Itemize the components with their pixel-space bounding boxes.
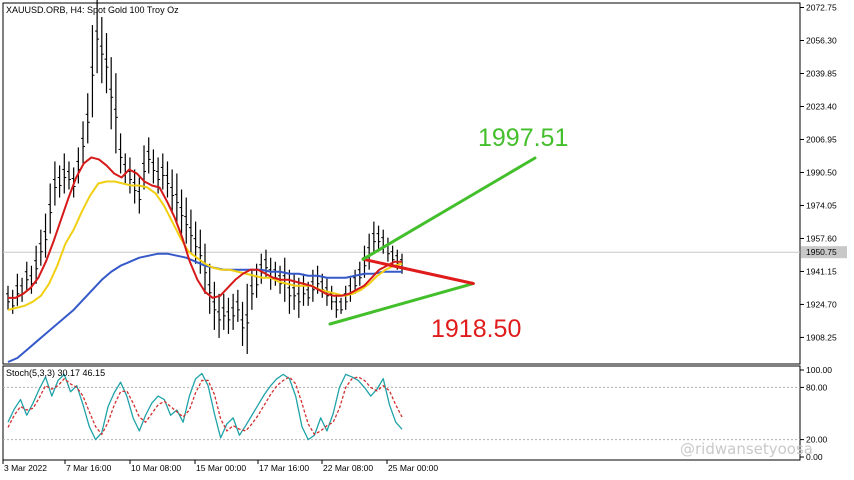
main-panel-frame (2, 2, 801, 365)
y-tick-label: 2056.30 (806, 36, 837, 46)
chart-title: XAUUSD.ORB, H4: Spot Gold 100 Troy Oz (6, 5, 179, 15)
stoch-y-tick-label: 100.00 (806, 365, 832, 375)
y-tick-label: 1941.15 (806, 266, 837, 276)
x-tick-label: 10 Mar 08:00 (131, 463, 181, 473)
stoch-panel-frame (2, 365, 801, 461)
projection-target-leg (361, 156, 537, 261)
x-tick-label: 3 Mar 2022 (4, 463, 47, 473)
x-tick-label: 22 Mar 08:00 (323, 463, 373, 473)
ma-slow-line (7, 252, 402, 363)
ma-fast-line (8, 156, 402, 299)
stoch-y-tick-label: 80.00 (806, 382, 828, 392)
current-price-box (801, 246, 847, 259)
y-tick-label: 1990.50 (806, 167, 837, 177)
x-tick-label: 7 Mar 16:00 (66, 463, 112, 473)
y-tick-label: 2039.85 (806, 68, 837, 78)
y-tick-label: 2072.75 (806, 3, 837, 13)
y-tick-label: 1924.70 (806, 299, 837, 309)
stoch-main-line (7, 372, 403, 441)
projection-down-leg (361, 257, 475, 286)
x-tick-label: 17 Mar 16:00 (259, 463, 309, 473)
y-tick-label: 1974.05 (806, 200, 837, 210)
x-tick-label: 15 Mar 00:00 (196, 463, 246, 473)
stoch-title: Stoch(5,3,3) 30.17 46.15 (6, 368, 105, 378)
y-tick-label: 2006.95 (806, 134, 837, 144)
x-tick-label: 25 Mar 00:00 (388, 463, 438, 473)
projection-up-leg (328, 282, 475, 326)
watermark-text: @ridwansetyoosa (680, 440, 813, 458)
stoch-y-tick-label: 0.00 (806, 452, 823, 462)
main-panel: 2072.75 2056.30 2039.85 2023.40 2006.95 1990.… (2, 0, 847, 473)
y-tick-label: 2023.40 (806, 101, 837, 111)
stoch-signal-line (7, 376, 403, 436)
projection-high-label: 1997.51 (478, 124, 568, 152)
stoch-panel: 100.00 80.00 20.00 0.00 (3, 365, 832, 462)
stoch-y-tick-label: 20.00 (806, 435, 828, 445)
current-price-label: 1950.75 (806, 247, 837, 257)
projection-low-label: 1918.50 (431, 315, 521, 343)
y-tick-label: 1957.60 (806, 233, 837, 243)
ma-mid-line (7, 180, 403, 311)
y-tick-label: 1908.25 (806, 332, 837, 342)
